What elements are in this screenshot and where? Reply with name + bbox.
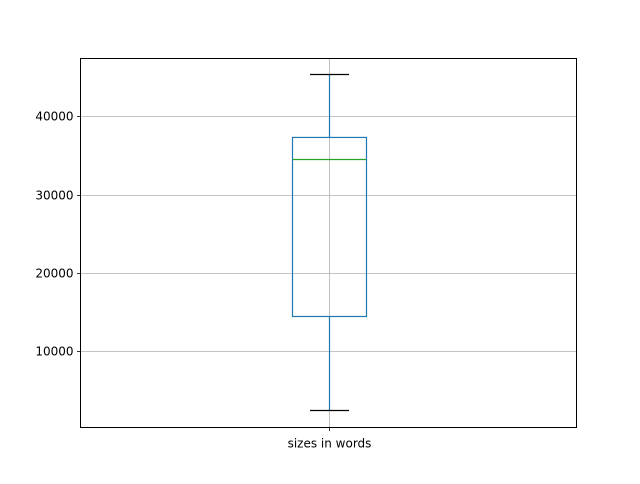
y-tick-label: 30000 [35, 189, 73, 203]
x-tick-label: sizes in words [288, 437, 372, 451]
grid-lines [80, 58, 577, 428]
y-tick-label: 40000 [35, 110, 73, 124]
y-tick-label: 20000 [35, 267, 73, 281]
axes-frame [80, 58, 577, 428]
x-axis: sizes in words [288, 427, 372, 451]
boxes [291, 73, 368, 412]
y-axis: 10000 20000 30000 40000 [35, 110, 81, 359]
y-tick-label: 10000 [35, 345, 73, 359]
box-iqr [291, 136, 368, 318]
